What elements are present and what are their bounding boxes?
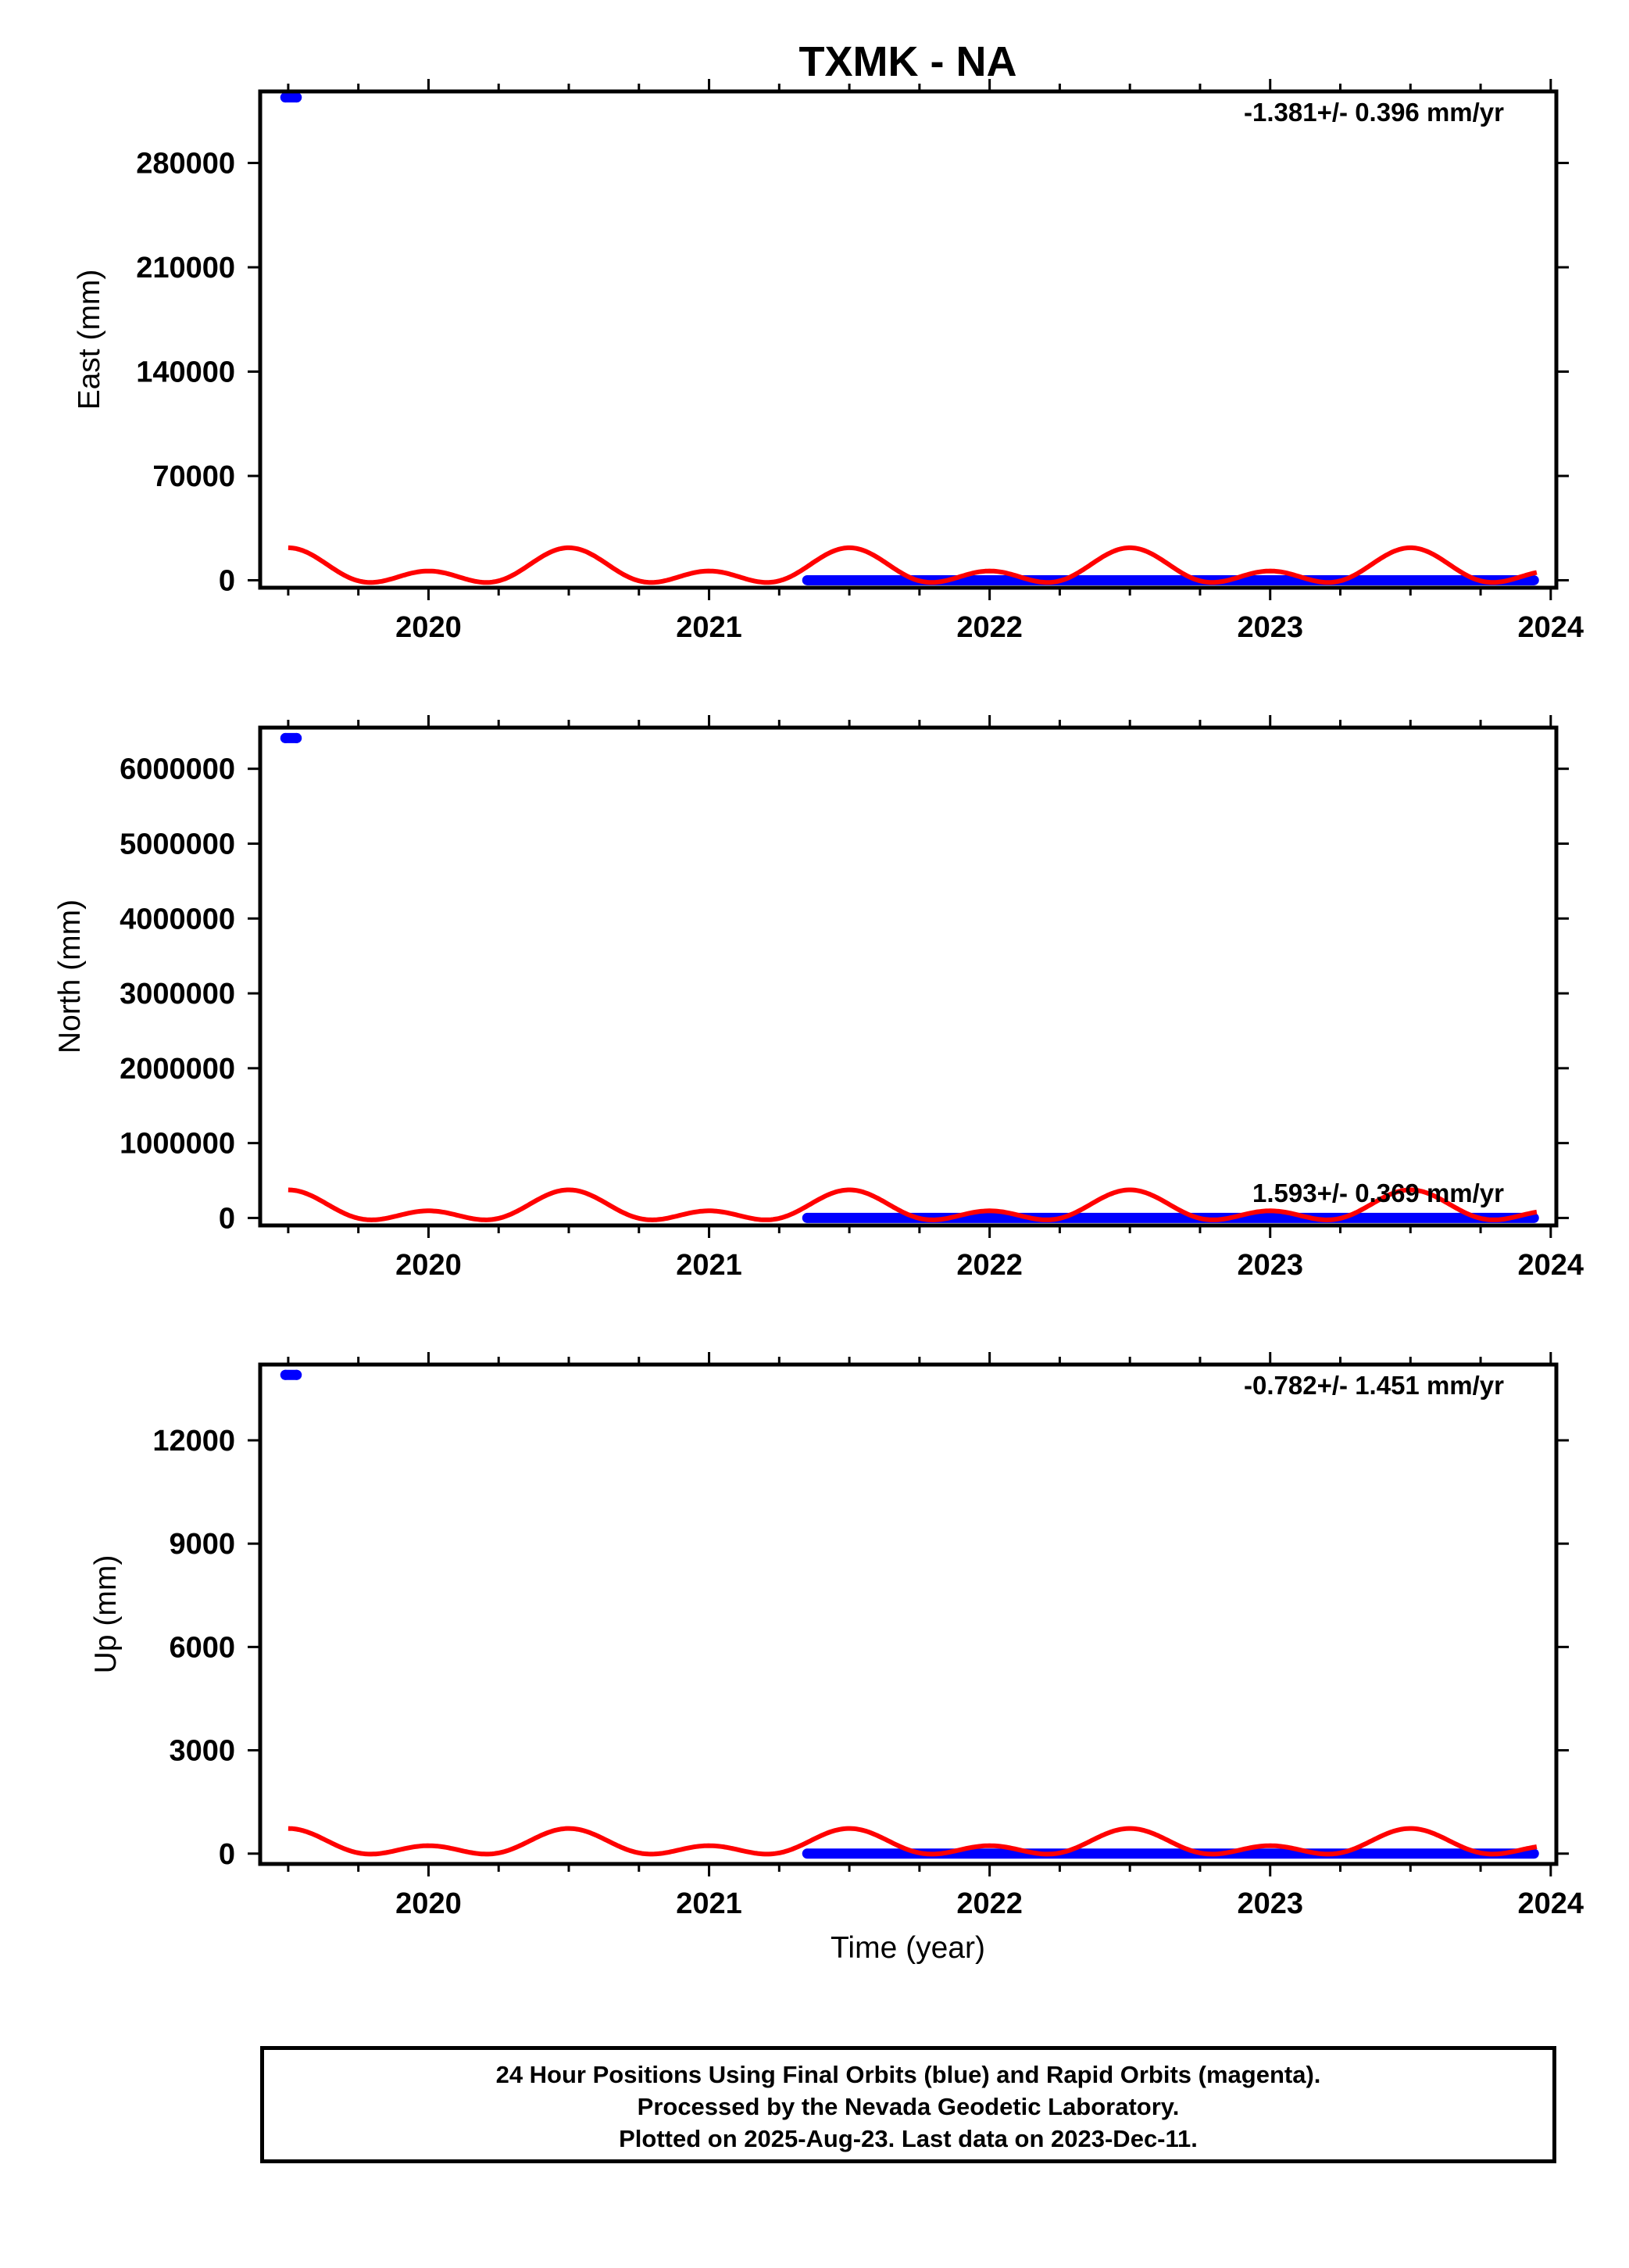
x-tick-label: 2024 [1518, 1249, 1584, 1282]
x-tick-label: 2024 [1518, 1887, 1584, 1920]
velocity-annotation: -1.381+/- 0.396 mm/yr [1244, 98, 1504, 127]
seasonal-fit-curve [288, 1187, 1538, 1222]
y-tick-label: 1000000 [120, 1128, 235, 1161]
data-layer [280, 1369, 1539, 1859]
y-tick-label: 280000 [136, 148, 235, 181]
seasonal-fit-curve [288, 545, 1538, 585]
y-tick-label: 3000000 [120, 978, 235, 1011]
figure-title: TXMK - NA [799, 38, 1017, 85]
y-axis-label: East (mm) [73, 270, 106, 410]
y-tick-label: 0 [219, 1838, 235, 1871]
plot-frame [258, 1362, 1559, 1866]
x-tick-label: 2022 [956, 1249, 1023, 1282]
y-tick-label: 70000 [152, 460, 235, 493]
x-tick-label: 2020 [395, 611, 462, 644]
y-tick-label: 2000000 [120, 1053, 235, 1086]
x-tick-label: 2022 [956, 1887, 1023, 1920]
x-tick-label: 2022 [956, 611, 1023, 644]
y-tick-label: 12000 [152, 1425, 235, 1458]
x-tick-label: 2024 [1518, 611, 1584, 644]
y-tick-label: 6000 [169, 1631, 235, 1664]
y-axis-label: Up (mm) [89, 1555, 123, 1674]
panels: 2020 2021 2022 2023 2024 0 70000 140000 210000 28… [53, 79, 1584, 1920]
footer-line: Plotted on 2025-Aug-23. Last data on 202… [619, 2125, 1198, 2152]
data-layer [280, 732, 1539, 1223]
x-tick-label: 2023 [1237, 1249, 1303, 1282]
y-tick-label: 9000 [169, 1528, 235, 1561]
y-tick-label: 5000000 [120, 828, 235, 860]
panel-up: 2020 2021 2022 2023 2024 0 3000 6000 9000 12000 Up… [89, 1352, 1584, 1920]
seasonal-fit-curve [288, 1826, 1538, 1857]
velocity-annotation: -0.782+/- 1.451 mm/yr [1244, 1371, 1504, 1400]
x-tick-label: 2023 [1237, 1887, 1303, 1920]
y-tick-label: 3000 [169, 1735, 235, 1768]
footer-line: 24 Hour Positions Using Final Orbits (bl… [495, 2061, 1321, 2088]
plot-frame [258, 725, 1559, 1228]
y-axis-label: North (mm) [53, 900, 87, 1054]
x-axis-label: Time (year) [831, 1931, 985, 1965]
x-tick-label: 2020 [395, 1887, 462, 1920]
panel-east: 2020 2021 2022 2023 2024 0 70000 140000 210000 28… [73, 79, 1584, 644]
y-tick-label: 6000000 [120, 753, 235, 786]
y-tick-label: 0 [219, 1202, 235, 1235]
x-tick-label: 2021 [676, 1249, 742, 1282]
y-tick-label: 0 [219, 564, 235, 597]
footer-box: 24 Hour Positions Using Final Orbits (bl… [260, 2046, 1556, 2163]
x-tick-label: 2023 [1237, 611, 1303, 644]
footer-line: Processed by the Nevada Geodetic Laborat… [637, 2093, 1180, 2120]
x-tick-label: 2021 [676, 611, 742, 644]
x-tick-label: 2020 [395, 1249, 462, 1282]
y-tick-label: 210000 [136, 252, 235, 284]
plot-frame [258, 89, 1559, 590]
y-tick-label: 140000 [136, 356, 235, 388]
velocity-annotation: 1.593+/- 0.369 mm/yr [1252, 1179, 1504, 1207]
x-tick-label: 2021 [676, 1887, 742, 1920]
panel-north: 2020 2021 2022 2023 2024 0 1000000 2000000 30000… [53, 715, 1584, 1282]
y-tick-label: 4000000 [120, 903, 235, 935]
data-layer [280, 92, 1539, 585]
